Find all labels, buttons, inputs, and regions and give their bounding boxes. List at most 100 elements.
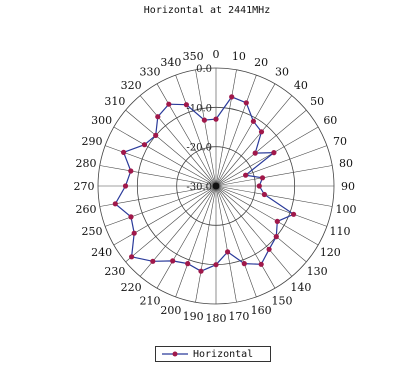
angle-label: 340: [160, 56, 181, 69]
spoke-line: [156, 185, 217, 289]
angle-label: 40: [294, 79, 308, 92]
data-point: [261, 191, 267, 198]
angle-label: 190: [183, 310, 204, 323]
spoke-line: [215, 75, 257, 187]
ring-label: -30.0: [186, 182, 212, 193]
data-point: [128, 214, 134, 220]
angle-label: 310: [104, 95, 125, 108]
data-point: [129, 254, 135, 260]
angle-label: 240: [91, 246, 112, 259]
data-point: [241, 261, 247, 267]
angle-label: 110: [330, 225, 351, 238]
data-point: [259, 175, 266, 181]
data-point: [170, 258, 176, 264]
spoke-line: [99, 185, 217, 207]
data-point: [229, 94, 235, 100]
data-point: [150, 258, 156, 264]
spoke-line: [113, 185, 217, 246]
radar-grid: [97, 67, 335, 305]
data-point: [121, 149, 127, 155]
data-point: [258, 261, 264, 267]
spoke-line: [215, 185, 327, 227]
angle-label: 120: [320, 246, 341, 259]
data-point: [166, 101, 172, 107]
data-point: [213, 262, 219, 268]
angle-label: 300: [91, 114, 112, 127]
angle-label: 90: [341, 180, 355, 193]
spoke-line: [215, 83, 276, 187]
spoke-line: [113, 126, 217, 187]
data-point: [198, 268, 204, 274]
angle-label: 180: [206, 312, 227, 325]
angle-label: 200: [160, 304, 181, 317]
legend: Horizontal: [155, 346, 271, 362]
angle-label: 270: [74, 180, 95, 193]
spoke-line: [215, 145, 327, 187]
angle-label: 160: [251, 304, 272, 317]
angle-label: 0: [213, 48, 220, 61]
data-point: [266, 246, 272, 252]
data-point: [153, 132, 159, 138]
data-point: [256, 183, 262, 189]
angle-label: 100: [335, 203, 356, 216]
center-point: [212, 182, 220, 190]
spoke-line: [215, 185, 276, 289]
angle-label: 140: [290, 281, 311, 294]
spoke-line: [215, 185, 319, 246]
spoke-line: [99, 165, 217, 187]
spoke-line: [215, 185, 237, 303]
data-point: [250, 118, 256, 124]
data-point: [201, 117, 207, 123]
angle-label: 50: [310, 95, 324, 108]
data-point: [185, 261, 191, 267]
data-point: [252, 150, 258, 156]
angle-label: 170: [228, 310, 249, 323]
spoke-line: [215, 69, 237, 187]
spoke-line: [156, 83, 217, 187]
angle-label: 30: [275, 66, 289, 79]
data-point: [131, 230, 137, 236]
data-point: [291, 211, 297, 217]
angle-label: 320: [121, 79, 142, 92]
data-point: [273, 234, 279, 240]
series-horizontal: [112, 94, 297, 274]
spoke-line: [175, 75, 217, 187]
angle-label: 20: [254, 56, 268, 69]
spoke-line: [195, 185, 217, 303]
angle-label: 150: [272, 294, 293, 307]
angle-label: 60: [323, 114, 337, 127]
ring-label: -10.0: [186, 103, 212, 114]
data-point: [155, 114, 161, 120]
data-point: [225, 249, 231, 255]
data-point: [274, 218, 280, 224]
chart-title: Horizontal at 2441MHz: [143, 5, 271, 16]
angle-label: 70: [333, 135, 347, 148]
data-point: [243, 172, 249, 178]
spoke-line: [215, 126, 319, 187]
data-point: [183, 102, 189, 108]
spoke-line: [175, 185, 217, 297]
data-point: [271, 150, 277, 156]
data-point: [112, 201, 118, 207]
spoke-line: [215, 109, 307, 187]
spoke-line: [215, 185, 293, 277]
spoke-line: [215, 185, 257, 297]
data-point: [213, 116, 219, 122]
spoke-line: [105, 185, 217, 227]
spoke-line: [195, 69, 217, 187]
angle-label: 250: [81, 225, 102, 238]
ring-label: 0.0: [196, 64, 212, 75]
angle-label: 290: [81, 135, 102, 148]
data-point: [122, 183, 129, 189]
data-point: [128, 168, 134, 174]
legend-marker: [162, 351, 188, 357]
data-point: [243, 100, 249, 106]
angle-label: 330: [140, 66, 161, 79]
angle-label: 130: [307, 265, 328, 278]
spoke-line: [215, 185, 333, 207]
spoke-line: [215, 165, 333, 187]
angle-label: 230: [104, 265, 125, 278]
spoke-line: [215, 185, 307, 263]
